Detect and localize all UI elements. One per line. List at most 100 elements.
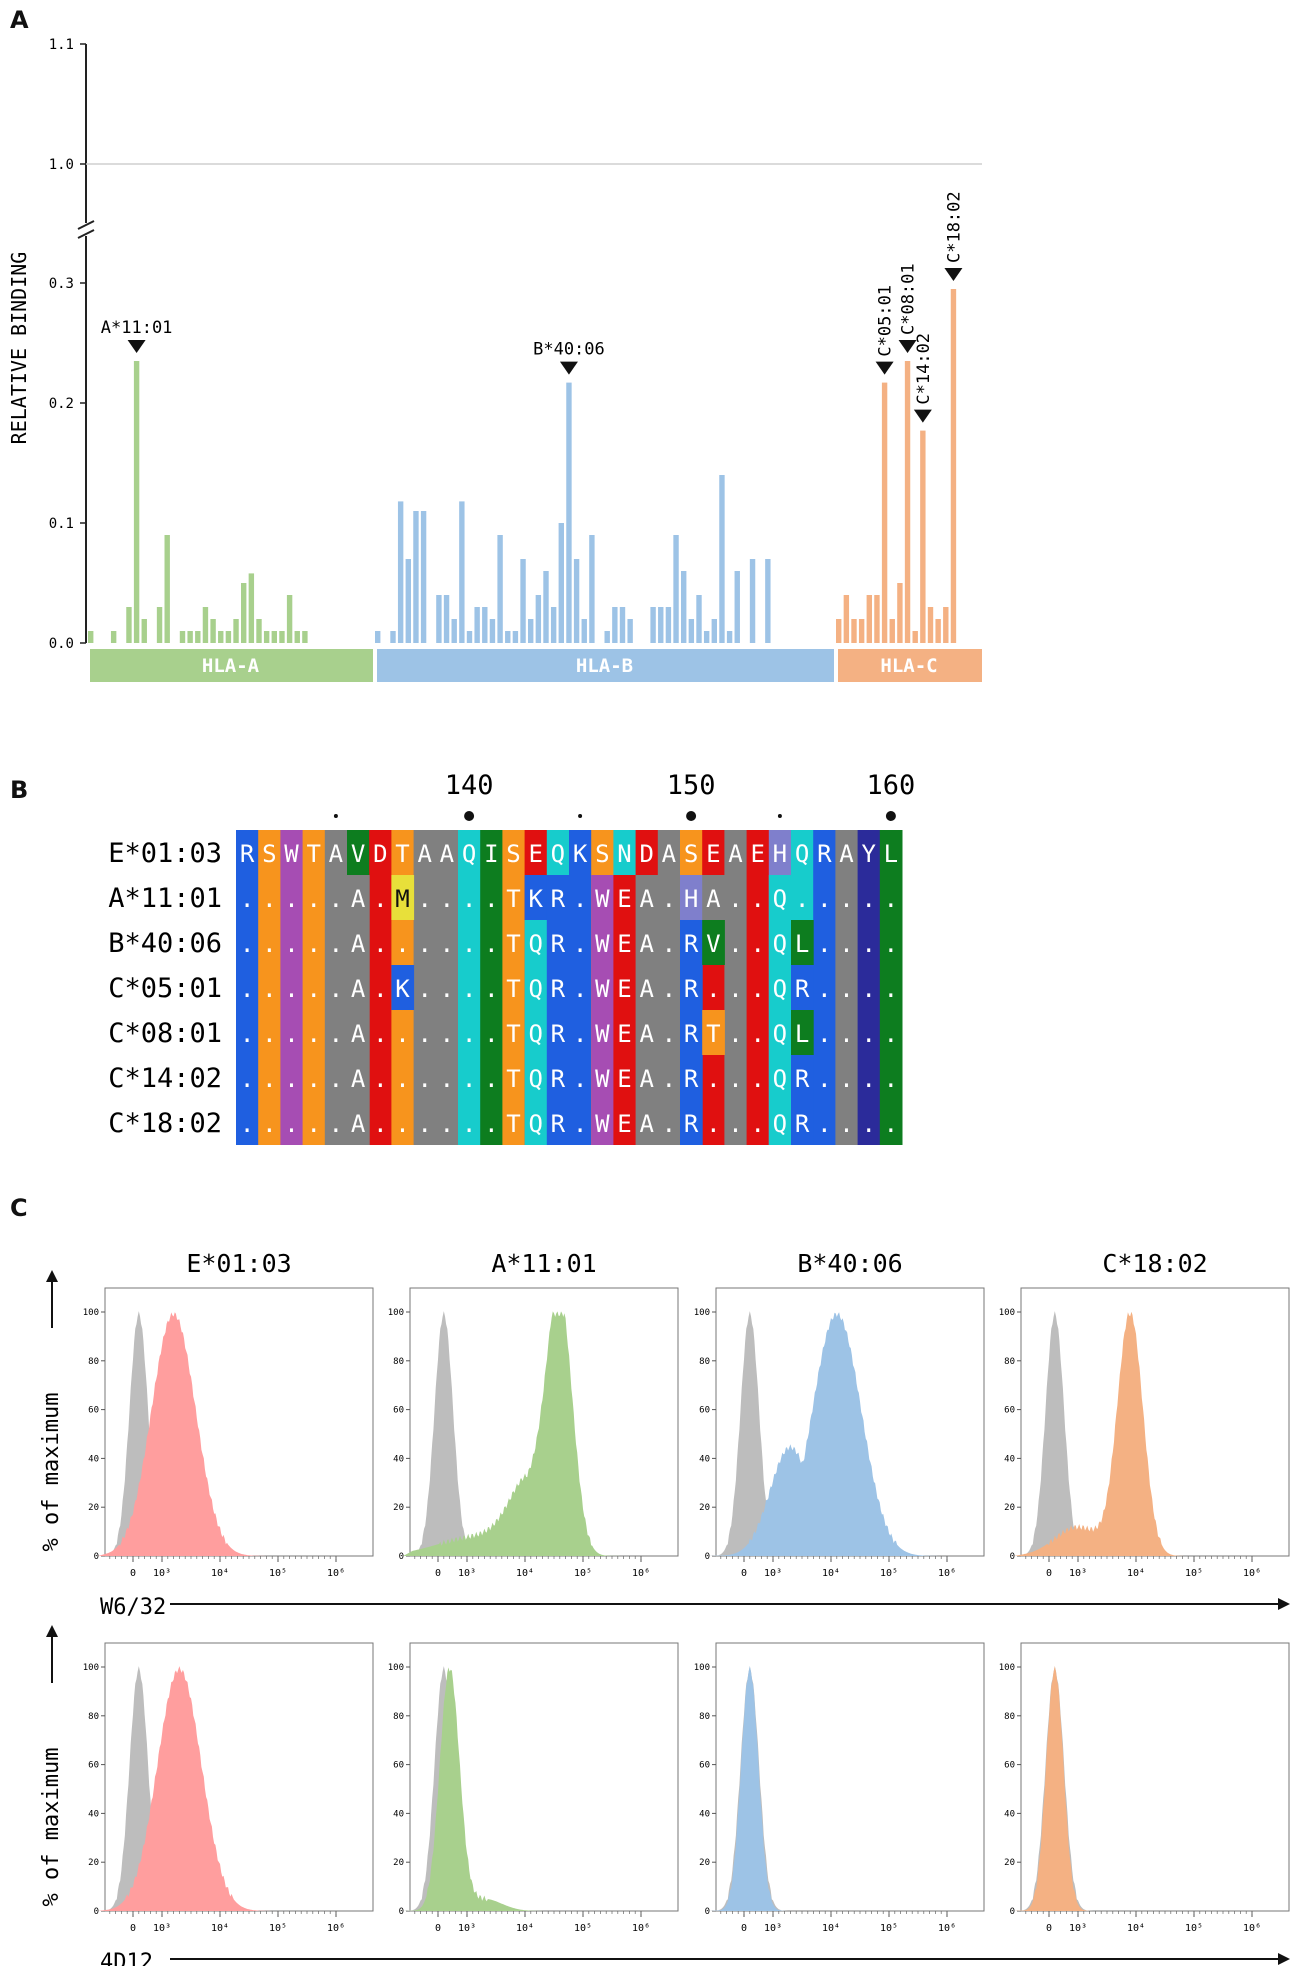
residue: . bbox=[884, 1065, 898, 1093]
substitution-cell bbox=[791, 1010, 814, 1055]
bar bbox=[187, 631, 193, 643]
y-tick-label: 20 bbox=[393, 1858, 404, 1868]
group-label: HLA-A bbox=[202, 655, 260, 677]
residue: E bbox=[617, 930, 631, 958]
residue: V bbox=[351, 840, 365, 868]
residue: . bbox=[817, 1110, 831, 1138]
axis-break-mark bbox=[77, 229, 95, 239]
bar bbox=[765, 559, 771, 643]
bar bbox=[874, 595, 880, 643]
x-tick-label: 10⁴ bbox=[516, 1923, 534, 1934]
x-tick-label: 0 bbox=[435, 1923, 441, 1934]
residue: . bbox=[839, 975, 853, 1003]
position-marker-major bbox=[885, 811, 896, 821]
column-title: C*18:02 bbox=[1102, 1249, 1207, 1278]
group-bar-hla-b bbox=[377, 649, 834, 682]
residue: A bbox=[351, 1065, 366, 1093]
bar bbox=[489, 619, 496, 643]
y-tick-label: 40 bbox=[88, 1454, 99, 1464]
residue: A bbox=[639, 1110, 654, 1138]
substitution-cell bbox=[546, 1010, 570, 1055]
bar bbox=[263, 631, 270, 643]
position-marker-minor bbox=[578, 814, 583, 818]
x-tick-label: 10³ bbox=[1069, 1568, 1087, 1579]
residue: T bbox=[506, 975, 520, 1003]
bar bbox=[696, 595, 702, 643]
y-axis-label: % of maximum bbox=[39, 1393, 64, 1552]
residue: . bbox=[662, 1110, 676, 1138]
substitution-cell bbox=[680, 920, 703, 965]
x-tick-label: 10⁵ bbox=[1185, 1923, 1203, 1934]
bar bbox=[241, 583, 247, 643]
bar bbox=[627, 619, 633, 643]
bar bbox=[497, 535, 503, 643]
position-marker-major bbox=[464, 811, 475, 821]
y-tick-label: 40 bbox=[699, 1454, 710, 1464]
residue: W bbox=[595, 1065, 610, 1093]
residue: . bbox=[262, 930, 276, 958]
residue: . bbox=[839, 885, 853, 913]
annotation-arrow bbox=[898, 340, 917, 353]
residue: T bbox=[306, 840, 320, 868]
bar bbox=[719, 475, 725, 643]
residue: T bbox=[506, 1110, 520, 1138]
annotation-label: C*14:02 bbox=[914, 333, 934, 405]
bar bbox=[482, 607, 488, 643]
residue: R bbox=[684, 930, 699, 958]
histogram-frame bbox=[715, 1642, 985, 1912]
alignment-column bbox=[502, 830, 526, 1145]
residue: R bbox=[795, 1065, 810, 1093]
substitution-cell bbox=[591, 965, 614, 1010]
residue: . bbox=[861, 1110, 875, 1138]
y-tick-label: 1.0 bbox=[49, 157, 74, 173]
y-tick-label: 0.1 bbox=[49, 516, 74, 532]
residue: . bbox=[728, 975, 742, 1003]
bar bbox=[141, 619, 147, 643]
y-tick-label: 0 bbox=[705, 1907, 710, 1917]
substitution-cell bbox=[768, 965, 792, 1010]
alignment-column bbox=[435, 830, 459, 1145]
residue: A bbox=[351, 885, 366, 913]
residue: . bbox=[817, 1020, 831, 1048]
residue: . bbox=[284, 930, 298, 958]
y-tick-label: 40 bbox=[1004, 1809, 1015, 1819]
annotation-label: C*05:01 bbox=[876, 285, 896, 357]
residue: . bbox=[284, 885, 298, 913]
residue: . bbox=[306, 975, 320, 1003]
x-tick-label: 0 bbox=[741, 1568, 747, 1579]
alignment-column bbox=[724, 830, 748, 1145]
residue: . bbox=[573, 1110, 587, 1138]
residue: . bbox=[240, 975, 254, 1003]
x-tick-label: 10⁶ bbox=[327, 1923, 345, 1934]
residue: K bbox=[573, 840, 588, 868]
residue: Q bbox=[528, 975, 542, 1003]
residue: N bbox=[617, 840, 631, 868]
bar bbox=[390, 631, 396, 643]
residue: . bbox=[284, 1110, 298, 1138]
residue: . bbox=[573, 930, 587, 958]
bar bbox=[688, 619, 695, 643]
residue: . bbox=[728, 1065, 742, 1093]
residue: R bbox=[551, 885, 566, 913]
y-tick-label: 80 bbox=[393, 1357, 404, 1367]
y-tick-label: 60 bbox=[88, 1761, 99, 1771]
substitution-cell bbox=[680, 965, 703, 1010]
residue: . bbox=[262, 1065, 276, 1093]
bar bbox=[520, 559, 526, 643]
residue: . bbox=[329, 1020, 343, 1048]
residue: . bbox=[373, 1110, 387, 1138]
bar bbox=[734, 571, 740, 643]
residue: . bbox=[484, 1110, 498, 1138]
bar bbox=[658, 607, 664, 643]
substitution-cell bbox=[347, 965, 370, 1010]
bar bbox=[451, 619, 457, 643]
bar bbox=[612, 607, 618, 643]
bar bbox=[619, 607, 626, 643]
residue: A bbox=[639, 1065, 654, 1093]
residue: Q bbox=[773, 975, 787, 1003]
residue: . bbox=[373, 885, 387, 913]
substitution-cell bbox=[791, 965, 814, 1010]
substitution-cell bbox=[347, 875, 370, 920]
residue: . bbox=[440, 930, 454, 958]
sample-histogram bbox=[1014, 1311, 1252, 1556]
